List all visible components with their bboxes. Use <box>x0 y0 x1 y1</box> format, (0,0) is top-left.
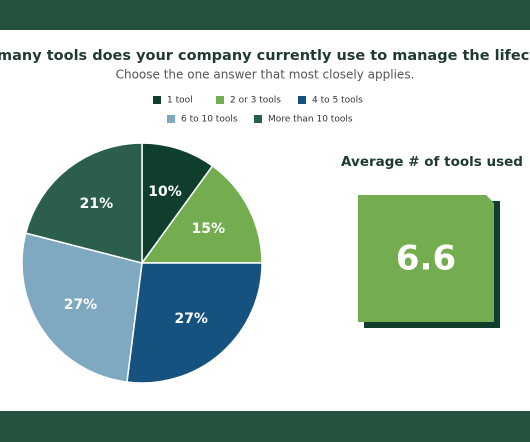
legend-label: 1 tool <box>167 96 193 106</box>
data-label: 10% <box>148 184 182 200</box>
pie-slice <box>140 164 263 264</box>
legend-swatch <box>216 96 224 104</box>
pie-slice <box>141 142 214 266</box>
legend-swatch <box>298 96 306 104</box>
callout-value: 6.6 <box>396 239 456 279</box>
pie-slice <box>126 262 263 384</box>
legend-swatch <box>254 115 262 123</box>
legend-swatch <box>153 96 161 104</box>
legend-label: 4 to 5 tools <box>312 96 363 106</box>
data-label: 27% <box>174 311 208 327</box>
chart-title: many tools does your company currently u… <box>0 48 530 64</box>
legend-label: 2 or 3 tools <box>230 96 281 106</box>
legend-swatch <box>167 115 175 123</box>
top-band <box>0 0 530 30</box>
pie: 10% 15% 27% 27% 21% <box>21 142 263 384</box>
callout-label: Average # of tools used <box>341 154 523 170</box>
data-label: 15% <box>192 221 226 237</box>
bottom-band <box>0 411 530 442</box>
pie-slice <box>21 232 143 383</box>
chart-subtitle: Choose the one answer that most closely … <box>116 68 415 82</box>
data-label: 27% <box>64 297 98 313</box>
pie-slice <box>24 142 143 264</box>
callout-box <box>358 195 494 322</box>
data-label: 21% <box>80 196 114 212</box>
legend: 1 tool 2 or 3 tools 4 to 5 tools 6 to 10 to… <box>153 96 363 125</box>
legend-label: More than 10 tools <box>268 115 353 125</box>
legend-label: 6 to 10 tools <box>181 115 238 125</box>
